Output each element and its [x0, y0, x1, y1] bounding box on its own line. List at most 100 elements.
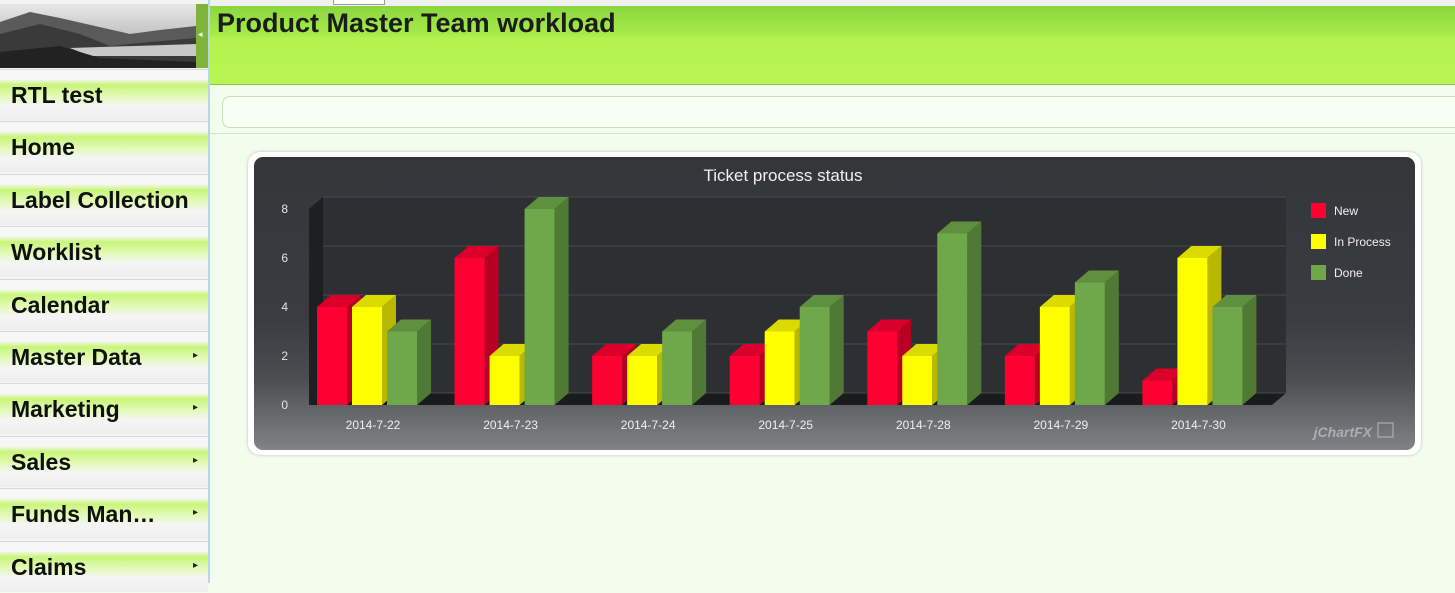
bar-top [799, 295, 844, 307]
sidebar-item-worklist[interactable]: Worklist [0, 226, 208, 278]
sidebar-item-funds-management[interactable]: Funds Man… ▸ [0, 488, 208, 540]
sidebar-item-label: Marketing [11, 396, 120, 423]
sidebar-item-label: Sales [11, 448, 72, 475]
sidebar-item-label: Label Collection [11, 186, 189, 213]
bar-side [967, 221, 982, 405]
sidebar-menu: RTL test Home Label Collection Worklist … [0, 69, 208, 593]
top-strip-handle[interactable] [333, 0, 385, 5]
sidebar-item-label: Claims [11, 553, 87, 580]
legend-label: New [1334, 204, 1358, 218]
bar-in-process [764, 331, 795, 405]
bar-in-process [489, 356, 520, 405]
sidebar-item-label: Calendar [11, 291, 110, 318]
bar-top [489, 344, 534, 356]
bar-top [1039, 295, 1084, 307]
bar-in-process [627, 356, 658, 405]
bar-top [662, 319, 707, 332]
sidebar-item-marketing[interactable]: Marketing ▸ [0, 383, 208, 435]
bar-done [1212, 307, 1243, 405]
bar-top [729, 344, 774, 356]
x-tick-label: 2014-7-29 [1033, 418, 1088, 432]
sidebar-item-rtl-test[interactable]: RTL test [0, 69, 208, 120]
sidebar-collapse-button[interactable]: ◂ [196, 4, 208, 68]
bar-top [317, 295, 361, 307]
legend-swatch [1311, 203, 1326, 218]
bar-done [387, 331, 417, 405]
submenu-arrow-icon: ▸ [192, 507, 198, 519]
sidebar-item-home[interactable]: Home [0, 121, 208, 173]
sidebar-item-calendar[interactable]: Calendar [0, 278, 208, 330]
bar-top [454, 246, 499, 258]
bar-side [1242, 295, 1257, 405]
bar-side [692, 319, 707, 405]
bar-top [1142, 368, 1187, 381]
chart-watermark: jChartFX [1312, 424, 1374, 440]
legend-swatch [1311, 234, 1326, 249]
sidebar: ◂ RTL test Home Label Collection Worklis… [0, 0, 210, 592]
bar-side [554, 197, 569, 405]
submenu-arrow-icon: ▸ [192, 559, 198, 571]
bar-in-process [352, 307, 382, 405]
sidebar-item-label: Worklist [11, 239, 102, 266]
bar-in-process [1039, 307, 1070, 405]
bar-in-process [1177, 258, 1208, 405]
toolbar-strip [222, 96, 1455, 128]
bar-new [454, 258, 485, 405]
y-tick-label: 0 [281, 398, 288, 412]
sidebar-item-master-data[interactable]: Master Data ▸ [0, 330, 208, 382]
x-tick-label: 2014-7-30 [1171, 418, 1226, 432]
bar-top [387, 319, 431, 332]
bar-top [524, 197, 569, 209]
bar-top [1074, 270, 1119, 283]
bar-top [867, 319, 912, 332]
chart-background: Ticket process status 0 2 4 6 8 2014-7-22 2014-… [254, 157, 1415, 450]
y-tick-label: 6 [281, 251, 288, 265]
page-title: Product Master Team workload [217, 8, 616, 38]
bar-side [417, 319, 431, 405]
bar-done [1074, 282, 1105, 405]
bar-top [1177, 246, 1222, 258]
sidebar-item-sales[interactable]: Sales ▸ [0, 435, 208, 487]
bar-new [867, 331, 898, 405]
bar-top [764, 319, 809, 332]
y-tick-label: 2 [281, 349, 288, 363]
bar-done [799, 307, 830, 405]
bar-new [729, 356, 760, 405]
sidebar-item-label: Master Data [11, 343, 142, 370]
bar-new [592, 356, 623, 405]
bar-done [937, 233, 968, 405]
toolbar-area [210, 85, 1455, 134]
bar-top [902, 344, 947, 356]
ticket-status-chart: Ticket process status 0 2 4 6 8 2014-7-22 2014-… [281, 166, 1394, 440]
sidebar-item-claims[interactable]: Claims ▸ [0, 540, 208, 592]
chart-title: Ticket process status [703, 166, 862, 185]
bar-done [524, 209, 555, 405]
sidebar-item-label: RTL test [11, 82, 103, 108]
x-tick-label: 2014-7-25 [758, 418, 813, 432]
x-tick-label: 2014-7-28 [896, 418, 951, 432]
y-tick-label: 4 [281, 300, 288, 314]
bar-top [352, 295, 396, 307]
bar-done [662, 331, 693, 405]
y-tick-label: 8 [281, 202, 288, 216]
submenu-arrow-icon: ▸ [192, 454, 198, 466]
submenu-arrow-icon: ▸ [192, 402, 198, 414]
bar-top [1212, 295, 1257, 307]
sidebar-item-label: Funds Man… [11, 501, 156, 528]
bar-in-process [902, 356, 933, 405]
sidebar-item-label-collection[interactable]: Label Collection [0, 173, 208, 225]
bar-side [829, 295, 844, 405]
bar-top [1004, 344, 1049, 356]
logo-landscape-image [0, 4, 196, 68]
bar-new [1142, 380, 1173, 405]
chevron-left-icon: ◂ [198, 29, 203, 39]
bar-new [317, 307, 347, 405]
legend-label: Done [1334, 266, 1363, 280]
page-header: Product Master Team workload [210, 6, 1455, 85]
bar-top [937, 221, 982, 234]
bar-new [1004, 356, 1035, 405]
submenu-arrow-icon: ▸ [192, 349, 198, 361]
x-tick-label: 2014-7-24 [621, 418, 676, 432]
legend-swatch [1311, 265, 1326, 280]
x-tick-label: 2014-7-22 [346, 418, 401, 432]
